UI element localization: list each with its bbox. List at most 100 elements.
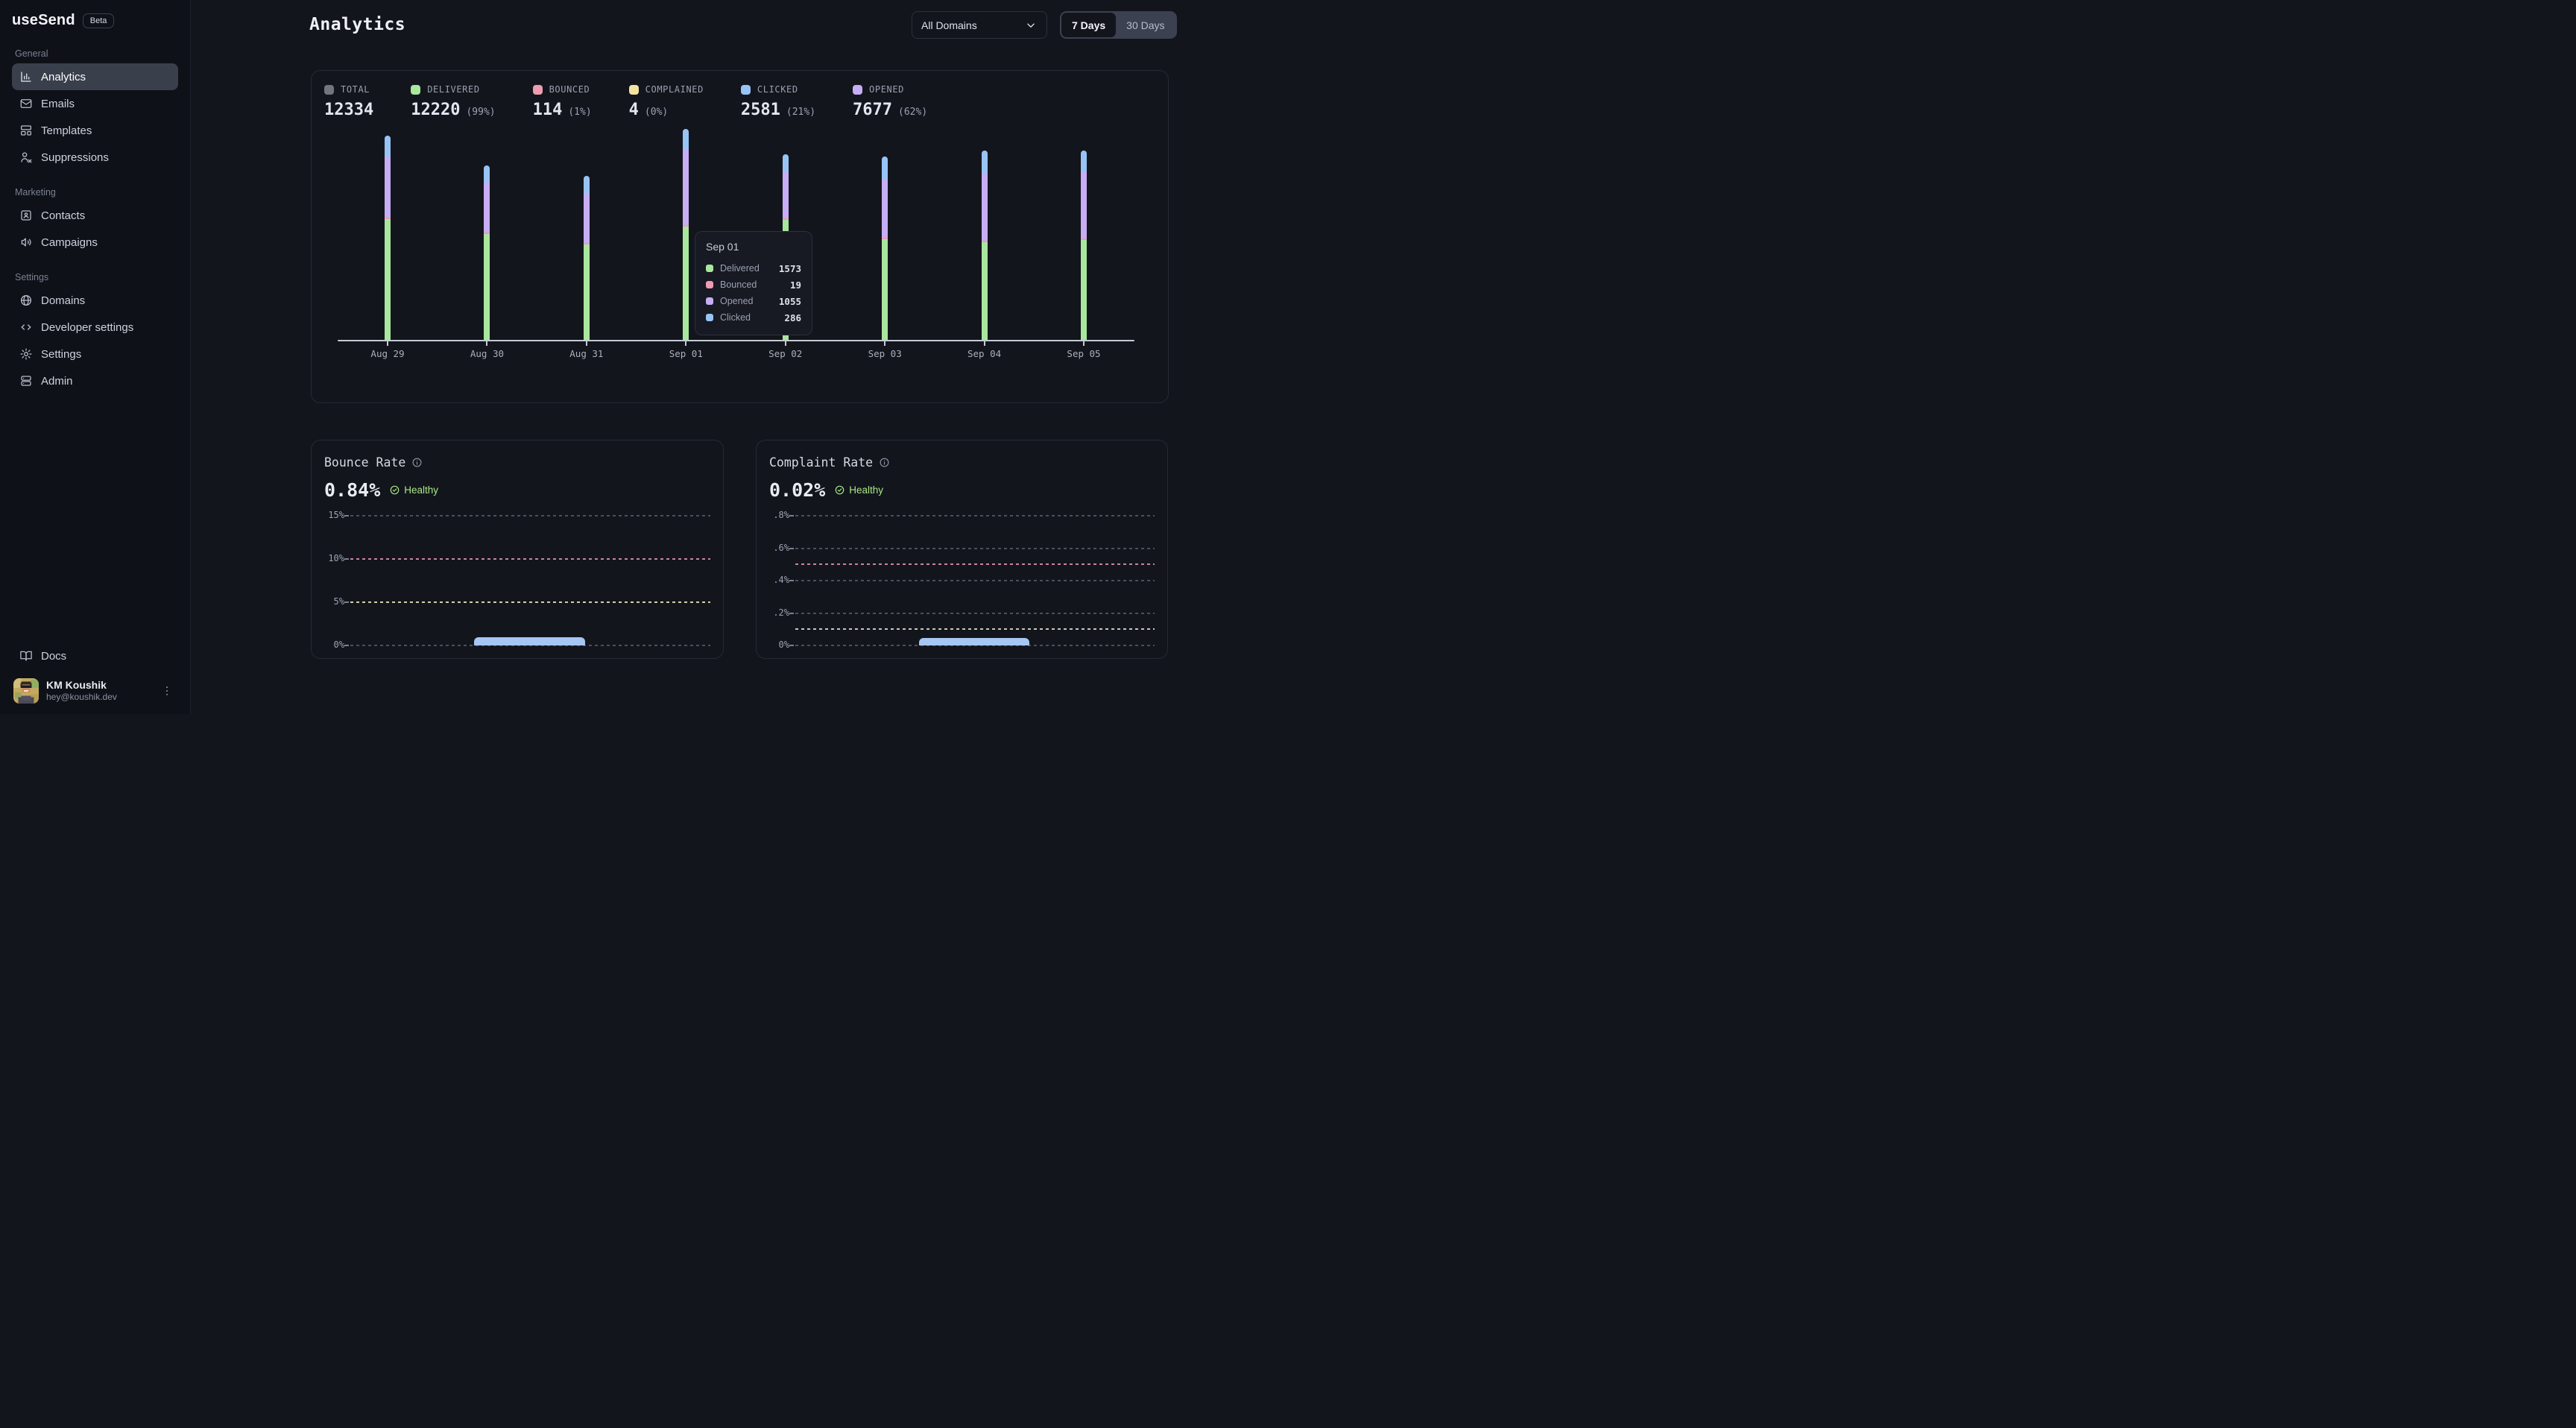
bar-aug-30[interactable]	[484, 165, 490, 340]
stat-percent: (1%)	[568, 107, 592, 118]
globe-icon	[19, 294, 33, 307]
segment-opened	[782, 172, 789, 219]
segment-bounced	[782, 218, 789, 221]
tooltip-row-opened: Opened 1055	[706, 293, 801, 309]
complaint-ytick-label: .2%	[773, 607, 789, 618]
bar-sep-05[interactable]	[1081, 150, 1087, 340]
stat-percent: (0%)	[644, 107, 669, 118]
sidebar-item-label: Suppressions	[41, 151, 109, 164]
sidebar-item-templates[interactable]: Templates	[12, 117, 178, 144]
tooltip-swatch	[706, 265, 713, 272]
sidebar: useSend Beta General Analytics Emails Templ…	[0, 0, 191, 714]
segment-clicked	[484, 165, 490, 183]
sidebar-item-suppressions[interactable]: Suppressions	[12, 144, 178, 171]
domain-filter-select[interactable]: All Domains	[912, 11, 1047, 39]
stat-value: 4	[628, 101, 639, 119]
stat-total: TOTAL 12334	[324, 84, 373, 119]
segment-clicked	[1081, 150, 1087, 171]
segment-opened	[583, 192, 590, 243]
check-circle-icon	[389, 484, 400, 496]
megaphone-icon	[19, 236, 33, 249]
stat-label: CLICKED	[757, 84, 798, 95]
sidebar-item-analytics[interactable]: Analytics	[12, 63, 178, 90]
sidebar-item-domains[interactable]: Domains	[12, 287, 178, 314]
complaint-bar[interactable]	[919, 638, 1029, 645]
stat-value: 7677	[853, 101, 893, 119]
bounce-rate-title: Bounce Rate	[324, 455, 406, 470]
complaint-rate-value: 0.02%	[769, 479, 826, 501]
stat-label: DELIVERED	[427, 84, 480, 95]
bounce-gridline	[350, 601, 710, 603]
info-icon[interactable]	[879, 457, 890, 468]
segment-opened	[1081, 171, 1087, 238]
sidebar-item-label: Docs	[41, 649, 67, 663]
tooltip-value: 1055	[778, 295, 801, 307]
tooltip-label: Bounced	[720, 279, 757, 290]
user-menu[interactable]: KM Koushik hey@koushik.dev	[12, 675, 178, 707]
complaint-rate-title-row: Complaint Rate	[769, 455, 890, 470]
info-icon[interactable]	[411, 457, 423, 468]
range-button-7-days[interactable]: 7 Days	[1061, 13, 1117, 37]
x-axis-tick	[884, 341, 886, 346]
segment-delivered	[882, 239, 888, 340]
app-logo: useSend	[12, 12, 75, 28]
stat-label: BOUNCED	[549, 84, 590, 95]
x-axis-tick	[585, 341, 587, 346]
sidebar-item-developer-settings[interactable]: Developer settings	[12, 314, 178, 341]
tooltip-label: Clicked	[720, 312, 751, 323]
sidebar-item-campaigns[interactable]: Campaigns	[12, 229, 178, 256]
x-axis-label: Aug 30	[470, 348, 504, 359]
kebab-menu-icon[interactable]	[157, 681, 177, 701]
sidebar-item-label: Templates	[41, 124, 92, 137]
server-icon	[19, 374, 33, 388]
stat-percent: (21%)	[786, 107, 816, 118]
sidebar-item-contacts[interactable]: Contacts	[12, 202, 178, 229]
segment-opened	[385, 157, 391, 218]
user-email: hey@koushik.dev	[46, 692, 117, 702]
date-range-toggle: 7 Days 30 Days	[1060, 11, 1177, 39]
complaint-gridline	[795, 515, 1155, 516]
sidebar-item-emails[interactable]: Emails	[12, 90, 178, 117]
segment-clicked	[683, 128, 689, 150]
bar-sep-01[interactable]	[683, 128, 689, 340]
x-axis-label: Sep 01	[669, 348, 703, 359]
section-label-marketing: Marketing	[15, 187, 56, 198]
stat-complained: COMPLAINED 4 (0%)	[628, 84, 704, 119]
sidebar-item-docs[interactable]: Docs	[12, 642, 178, 669]
bar-sep-03[interactable]	[882, 157, 888, 340]
chart-tooltip: Sep 01 Delivered 1573 Bounced 19 Opened 1055 C…	[695, 231, 812, 335]
segment-opened	[882, 179, 888, 238]
bounce-ytick-label: 15%	[328, 510, 344, 520]
x-axis-label: Sep 03	[868, 348, 902, 359]
complaint-threshold-line	[795, 628, 1155, 631]
sidebar-item-label: Developer settings	[41, 320, 134, 334]
segment-opened	[683, 149, 689, 226]
stat-clicked: CLICKED 2581 (21%)	[740, 84, 816, 119]
tooltip-swatch	[706, 281, 713, 288]
tooltip-row-bounced: Bounced 19	[706, 277, 801, 293]
tooltip-label: Opened	[720, 296, 754, 306]
bar-aug-31[interactable]	[583, 175, 590, 340]
chevron-down-icon	[1024, 19, 1038, 32]
bar-sep-04[interactable]	[981, 150, 988, 340]
segment-clicked	[882, 157, 888, 180]
sidebar-item-admin[interactable]: Admin	[12, 367, 178, 394]
ytick-dash	[789, 612, 794, 614]
user-name: KM Koushik	[46, 679, 107, 691]
complaint-ytick-label: .8%	[773, 510, 789, 520]
stats-row: TOTAL 12334 DELIVERED 12220 (99%) BOUNCED 114 (…	[324, 84, 965, 119]
x-axis-tick	[784, 341, 786, 346]
mail-icon	[19, 97, 33, 110]
segment-delivered	[1081, 239, 1087, 340]
sidebar-item-label: Admin	[41, 374, 73, 388]
bounce-bar[interactable]	[474, 637, 585, 645]
layout-template-icon	[19, 124, 33, 137]
segment-bounced	[683, 225, 689, 227]
segment-delivered	[484, 233, 490, 340]
stat-value: 2581	[740, 101, 780, 119]
complaint-rate-value-row: 0.02% Healthy	[769, 479, 883, 501]
sidebar-item-settings[interactable]: Settings	[12, 341, 178, 367]
bar-aug-29[interactable]	[385, 135, 391, 340]
sidebar-item-label: Analytics	[41, 70, 86, 83]
range-button-30-days[interactable]: 30 Days	[1116, 13, 1175, 37]
